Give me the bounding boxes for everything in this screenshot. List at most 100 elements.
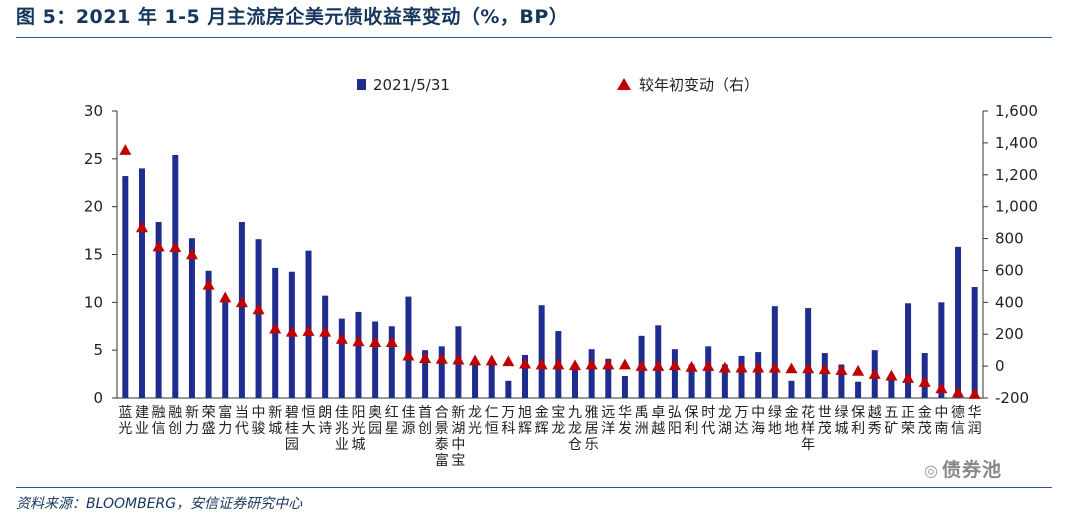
right-tick-label: 1,200 [995, 166, 1038, 184]
category-label: 地 [784, 421, 798, 437]
category-label: 阳 [668, 421, 682, 437]
left-tick-label: 20 [84, 198, 103, 216]
category-label: 世 [818, 405, 832, 421]
change-marker [885, 369, 898, 381]
category-label: 仓 [568, 437, 582, 453]
bar [255, 239, 262, 398]
category-label: 保 [685, 405, 699, 421]
change-marker [185, 248, 198, 260]
category-label: 宝 [451, 453, 465, 469]
bar [805, 308, 812, 398]
change-marker [852, 364, 865, 376]
category-label: 创 [168, 421, 182, 437]
bar [771, 306, 778, 398]
left-tick-label: 0 [93, 389, 103, 407]
category-label: 居 [585, 421, 599, 437]
change-marker [202, 278, 215, 290]
bar [938, 302, 945, 398]
bar [721, 364, 728, 398]
right-tick-label: -200 [995, 389, 1029, 407]
category-label: 海 [751, 421, 765, 437]
bar [688, 364, 695, 398]
category-label: 越 [868, 405, 882, 421]
bar [905, 303, 912, 398]
category-label: 建 [135, 405, 149, 421]
change-marker [585, 358, 598, 370]
bar [405, 296, 412, 398]
category-label: 正 [901, 405, 915, 421]
category-label: 润 [968, 421, 982, 437]
category-label: 新 [185, 405, 199, 421]
category-label: 中 [751, 405, 765, 421]
bar [838, 364, 845, 398]
watermark-text: 债券池 [941, 459, 1002, 481]
category-label: 保 [851, 405, 865, 421]
category-label: 朗 [318, 405, 332, 421]
left-tick-label: 5 [93, 341, 103, 359]
category-label: 洲 [635, 421, 649, 437]
category-label: 合 [435, 405, 449, 421]
bar [322, 295, 329, 398]
bar [971, 287, 978, 398]
category-label: 科 [501, 421, 515, 437]
change-marker [818, 363, 831, 375]
change-marker [702, 360, 715, 371]
bar [388, 326, 395, 398]
legend-bar-label: 2021/5/31 [373, 76, 450, 94]
figure-title: 图 5：2021 年 1-5 月主流房企美元债收益率变动（%，BP） [16, 6, 569, 28]
category-label: 发 [618, 421, 632, 437]
category-label: 茂 [818, 420, 832, 437]
category-label: 泰 [435, 437, 449, 453]
bar [488, 360, 495, 398]
source-note: 资料来源：BLOOMBERG，安信证券研究中心 [16, 496, 303, 512]
change-marker [568, 359, 581, 371]
category-label: 碧 [285, 405, 299, 421]
footer-rule [16, 487, 1052, 488]
change-marker [835, 364, 848, 375]
change-marker [868, 368, 881, 379]
category-label: 代 [701, 421, 715, 437]
category-label: 富 [435, 452, 449, 469]
category-label: 新 [268, 405, 282, 421]
category-label: 矿 [884, 421, 898, 437]
change-marker [552, 358, 565, 370]
left-tick-label: 10 [84, 293, 103, 311]
change-marker [785, 362, 798, 374]
bar [888, 375, 895, 398]
change-marker [169, 241, 182, 253]
category-label: 中 [934, 405, 948, 421]
right-tick-label: 1,000 [995, 198, 1038, 216]
category-label: 新 [451, 405, 465, 421]
change-marker [502, 355, 515, 367]
category-label: 光 [351, 421, 365, 437]
category-label: 城 [351, 437, 365, 453]
category-label: 湖 [718, 421, 732, 437]
change-marker [335, 333, 348, 344]
category-label: 蓝 [118, 405, 132, 421]
category-label: 城 [268, 421, 282, 437]
bar [372, 321, 379, 398]
category-label: 融 [152, 405, 166, 421]
bar [122, 176, 129, 398]
category-label: 兆 [335, 421, 349, 437]
change-marker [252, 303, 265, 315]
category-label: 光 [118, 421, 132, 437]
change-marker [302, 325, 315, 336]
category-label: 年 [801, 437, 815, 453]
category-label: 骏 [252, 421, 266, 437]
category-label: 佳 [335, 405, 349, 421]
right-tick-label: 1,400 [995, 134, 1038, 152]
category-label: 融 [168, 405, 182, 421]
category-label: 样 [801, 421, 815, 437]
legend-marker-label: 较年初变动（右） [639, 76, 759, 94]
category-label: 光 [468, 421, 482, 437]
bar [605, 358, 612, 398]
bar [472, 360, 479, 398]
change-marker [535, 358, 548, 370]
change-marker [602, 358, 615, 370]
category-label: 诗 [318, 421, 332, 437]
category-label: 辉 [535, 421, 549, 437]
category-label: 龙 [468, 405, 482, 421]
change-marker [352, 335, 365, 347]
category-label: 绿 [768, 405, 782, 421]
